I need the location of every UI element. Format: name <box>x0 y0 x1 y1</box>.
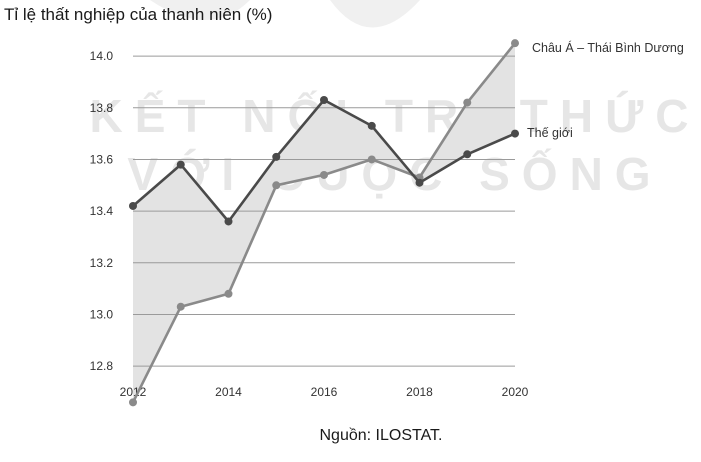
point-s0-5 <box>367 155 376 164</box>
x-tick-label-1: 2014 <box>215 385 242 399</box>
point-s0-2 <box>224 289 233 298</box>
leaf-decoration <box>150 0 250 20</box>
y-axis-title: Tỉ lệ thất nghiệp của thanh niên (%) <box>4 5 272 24</box>
series-lines <box>129 39 519 407</box>
labels: Tỉ lệ thất nghiệp của thanh niên (%) Châ… <box>4 5 684 444</box>
point-s0-0 <box>129 398 137 407</box>
background-layer: KẾT NỐI TRI THỨC VỚI CUỘC SỐNG <box>90 0 701 200</box>
point-s1-1 <box>176 160 185 169</box>
point-s0-1 <box>176 302 185 311</box>
y-tick-label-0: 12.8 <box>90 359 114 373</box>
point-s1-6 <box>415 178 424 187</box>
x-tick-label-0: 2012 <box>120 385 147 399</box>
point-s1-5 <box>367 121 376 130</box>
point-s1-2 <box>224 217 233 226</box>
fill-between-region <box>133 43 515 403</box>
y-tick-label-3: 13.4 <box>90 204 114 218</box>
point-s1-3 <box>272 152 281 161</box>
x-tick-label-3: 2018 <box>406 385 433 399</box>
point-s1-4 <box>320 96 328 105</box>
point-s0-8 <box>511 39 519 48</box>
point-s0-7 <box>463 98 472 107</box>
y-tick-label-5: 13.8 <box>90 101 114 115</box>
source-note: Nguồn: ILOSTAT. <box>319 427 442 444</box>
point-s1-8 <box>511 129 519 138</box>
series-label-asia-pacific: Châu Á – Thái Bình Dương <box>532 40 684 55</box>
point-s0-3 <box>272 181 281 190</box>
fill-between-area <box>133 43 515 403</box>
series-label-world: Thế giới <box>527 126 573 140</box>
x-tick-label-4: 2020 <box>502 385 529 399</box>
watermark-line-1: KẾT NỐI TRI THỨC <box>90 90 701 142</box>
leaf-decoration <box>330 0 420 28</box>
y-tick-label-6: 14.0 <box>90 49 114 63</box>
y-tick-label-1: 13.0 <box>90 307 114 321</box>
point-s0-4 <box>320 170 328 179</box>
point-s1-7 <box>463 150 472 159</box>
y-tick-label-2: 13.2 <box>90 256 114 270</box>
point-s1-0 <box>129 201 137 210</box>
x-tick-label-2: 2016 <box>311 385 338 399</box>
y-tick-label-4: 13.6 <box>90 152 114 166</box>
